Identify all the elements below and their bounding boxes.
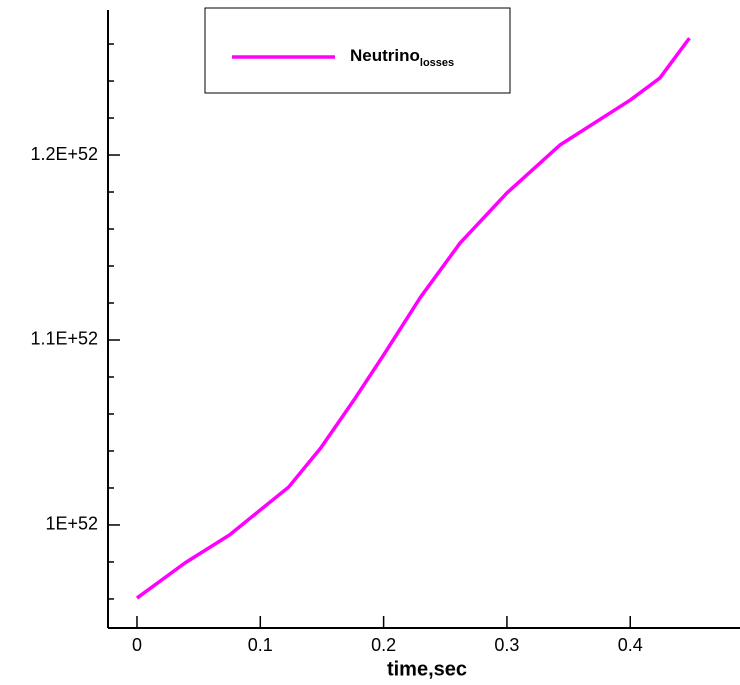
x-axis-label: time,sec [387,658,467,680]
x-tick-label: 0.4 [618,635,643,655]
y-tick-label: 1E+52 [45,514,98,534]
x-tick-label: 0.2 [371,635,396,655]
y-tick-label: 1.2E+52 [30,144,98,164]
y-tick-label: 1.1E+52 [30,329,98,349]
legend-label: Neutrinolosses [350,46,454,68]
x-tick-label: 0.3 [494,635,519,655]
x-tick-label: 0 [132,635,142,655]
data-line [135,37,691,600]
legend-name: Neutrino [350,46,420,65]
legend-box [204,7,511,94]
legend-subscript: losses [420,57,454,69]
x-tick-label: 0.1 [248,635,273,655]
